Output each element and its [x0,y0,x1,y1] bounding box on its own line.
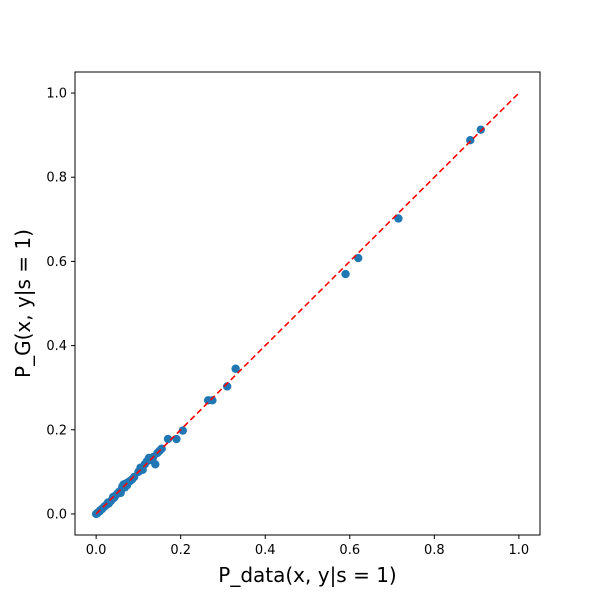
y-tick-label: 1.0 [46,87,67,102]
y-tick-label: 0.8 [46,171,67,186]
x-tick-label: 1.0 [509,543,530,558]
axis-ticks: 0.0 0.2 0.4 0.6 0.8 1.0 0.0 0.2 0.4 0.6 0.8 1.0 [46,87,529,558]
data-point [394,214,403,223]
x-axis-label: P_data(x, y|s = 1) [218,563,396,587]
data-point [163,434,173,444]
x-tick-label: 0.8 [424,543,445,558]
data-point [222,382,232,391]
y-tick-label: 0.6 [46,255,67,270]
data-point [476,125,486,134]
y-tick-label: 0.4 [46,339,67,354]
data-point [178,426,187,435]
reference-line [95,92,520,515]
x-tick-label: 0.2 [170,543,191,558]
y-tick-label: 0.2 [46,423,67,438]
y-axis-label: P_G(x, y|s = 1) [11,229,35,378]
y-tick-label: 0.0 [46,507,67,522]
data-point [466,135,475,145]
x-tick-label: 0.0 [86,543,107,558]
data-point [341,269,350,279]
plot-frame [74,71,541,536]
data-point [208,396,217,405]
x-tick-label: 0.6 [339,543,360,558]
plot-area [91,92,520,519]
x-tick-label: 0.4 [255,543,276,558]
data-point [231,364,240,373]
data-point [151,460,160,469]
